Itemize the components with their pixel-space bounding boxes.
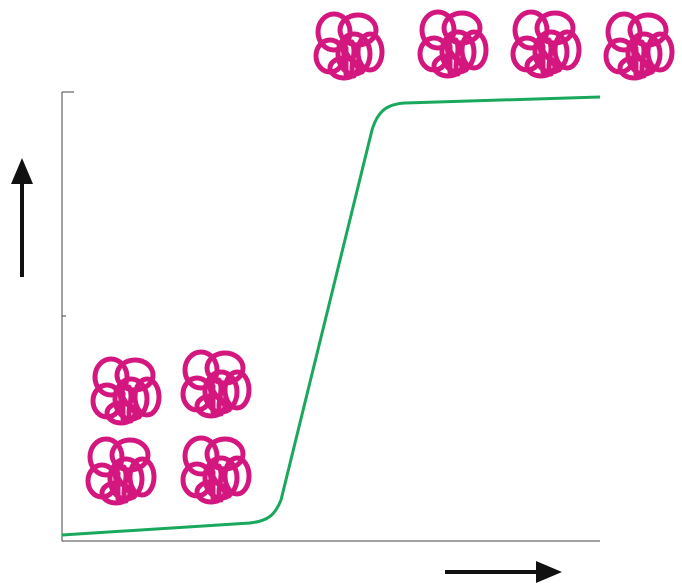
clusters-low (88, 352, 249, 503)
particle-cluster (88, 439, 154, 503)
particle-cluster (420, 12, 486, 76)
particle-cluster (183, 438, 249, 502)
particle-cluster (513, 12, 579, 76)
particle-cluster (183, 352, 249, 416)
transition-curve (61, 95, 601, 537)
axes (61, 91, 600, 542)
right-arrow (445, 561, 562, 583)
particle-cluster (316, 14, 382, 78)
clusters-high (316, 12, 672, 78)
particle-cluster (606, 14, 672, 78)
particle-cluster (93, 359, 159, 423)
up-arrow (11, 158, 33, 277)
arrow-head (11, 158, 33, 184)
arrow-head (536, 561, 562, 583)
